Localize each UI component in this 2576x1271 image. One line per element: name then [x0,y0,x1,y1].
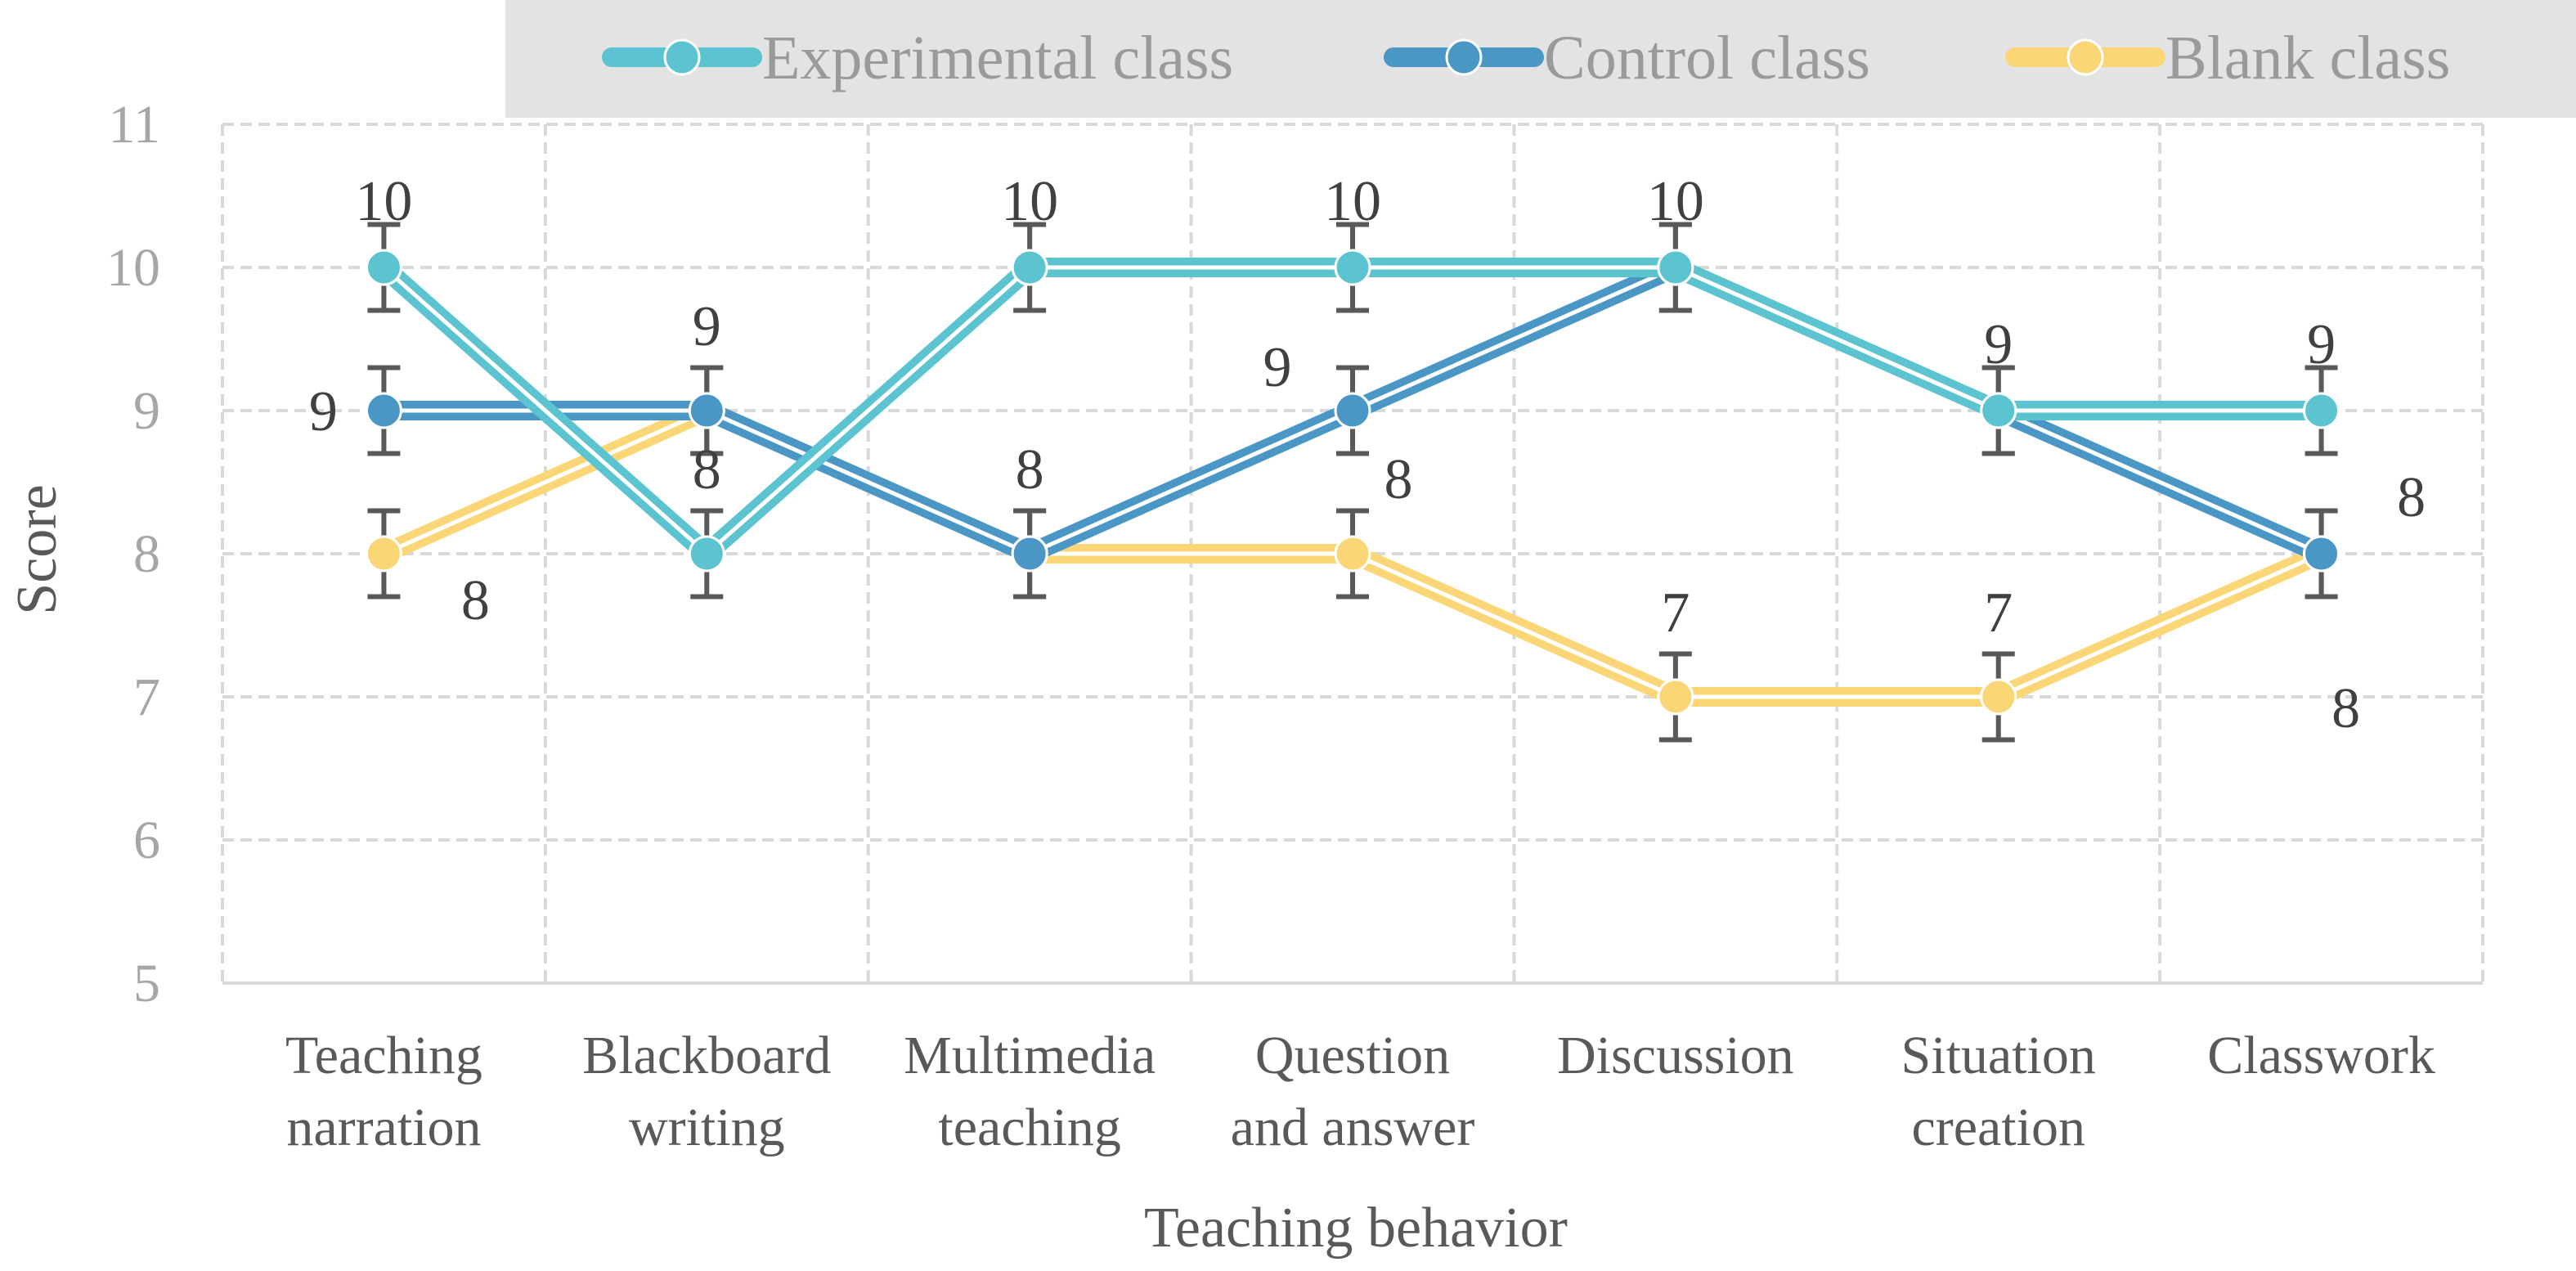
gridlines [221,123,2484,985]
series-lines [377,258,2326,707]
y-axis-title: Score [6,484,69,614]
x-tick-label: and answer [1231,1098,1475,1157]
data-markers [365,249,2340,716]
data-point [1657,249,1694,286]
y-tick-label: 10 [106,238,160,298]
legend-item: Experimental class [602,24,1233,92]
x-tick-label: writing [629,1098,785,1157]
data-label: 8 [1384,448,1413,511]
data-label: 10 [355,170,412,233]
data-label: 10 [1647,170,1704,233]
x-tick-label: Classwork [2207,1026,2435,1085]
x-tick-label: narration [286,1098,481,1157]
x-tick-label: Multimedia [904,1026,1156,1085]
x-tick-label: Situation [1901,1026,2096,1085]
legend-label: Control class [1544,24,1870,92]
data-point [1657,678,1694,716]
data-point [365,249,402,286]
data-point [1980,678,2017,716]
data-label: 8 [461,569,490,632]
legend-item: Blank class [2005,24,2450,92]
data-label: 9 [1984,313,2013,376]
x-tick-label: Question [1255,1026,1450,1085]
data-label: 8 [693,438,721,501]
data-label: 7 [1984,582,2013,644]
legend-swatch-marker [1445,38,1483,76]
data-point [1334,249,1371,286]
legend-label: Blank class [2165,24,2450,92]
y-tick-label: 5 [133,954,160,1013]
data-point [1980,392,2017,429]
legend-item: Control class [1384,24,1870,92]
data-point [2303,535,2340,573]
legend-label: Experimental class [762,24,1233,92]
data-point [1011,249,1048,286]
data-label: 10 [1324,170,1381,233]
data-point [1334,392,1371,429]
y-tick-label: 6 [133,811,160,870]
data-point [688,535,725,573]
data-label: 8 [1016,438,1044,501]
y-tick-label: 8 [133,524,160,584]
x-axis-title: Teaching behavior [1144,1197,1568,1260]
y-tick-label: 9 [133,381,160,441]
data-point [1011,535,1048,573]
error-bars [367,222,2338,743]
data-point [365,392,402,429]
data-labels: 10 8 10 10 10 9 9 9 9 8 8 9 8 8 7 7 8 [309,170,2426,740]
x-tick-label: Blackboard [582,1026,831,1085]
data-point [688,392,725,429]
data-label: 8 [2397,466,2426,529]
x-tick-labels: Teaching narration Blackboard writing Multim… [285,1026,2435,1157]
y-tick-labels: 5 6 7 8 9 10 11 [106,95,160,1013]
x-tick-label: Teaching [285,1026,482,1085]
x-tick-label: teaching [938,1098,1121,1157]
data-label: 8 [2331,677,2360,740]
data-point [365,535,402,573]
x-tick-label: creation [1911,1098,2085,1157]
data-label: 9 [2307,313,2336,376]
data-label: 9 [309,380,338,443]
legend-swatch-marker [2067,38,2104,76]
legend-swatch-marker [663,38,701,76]
y-tick-label: 11 [108,95,160,155]
data-point [2303,392,2340,429]
data-label: 10 [1001,170,1058,233]
x-tick-label: Discussion [1557,1026,1794,1085]
data-label: 7 [1661,582,1690,644]
legend: Experimental class Control class Blank cla… [602,24,2450,92]
data-label: 9 [1263,336,1292,399]
data-point [1334,535,1371,573]
data-label: 9 [693,295,721,358]
y-tick-label: 7 [133,667,160,727]
